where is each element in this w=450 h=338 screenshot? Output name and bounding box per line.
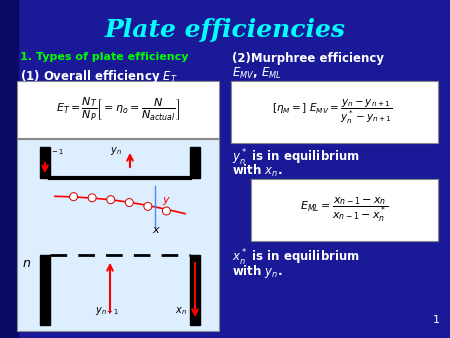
Text: (2)Murphree efficiency: (2)Murphree efficiency [232, 52, 384, 65]
Circle shape [144, 202, 152, 210]
Text: $E_{ML} = \dfrac{x_{n-1} - x_n}{x_{n-1} - x^*_n}$: $E_{ML} = \dfrac{x_{n-1} - x_n}{x_{n-1} … [300, 196, 388, 224]
Text: Plate efficiencies: Plate efficiencies [104, 18, 346, 42]
FancyBboxPatch shape [17, 81, 219, 138]
Text: with $x_n$.: with $x_n$. [232, 163, 283, 179]
Text: $y$: $y$ [162, 195, 171, 207]
Text: $E_{MV}$, $E_{ML}$: $E_{MV}$, $E_{ML}$ [232, 66, 282, 81]
Circle shape [162, 207, 171, 215]
Text: 1. Types of plate efficiency: 1. Types of plate efficiency [20, 52, 189, 62]
Text: $y^*_n$ is in equilibrium: $y^*_n$ is in equilibrium [232, 148, 360, 168]
Circle shape [125, 198, 133, 207]
Bar [40, 255, 50, 325]
Text: $E_T = \dfrac{N_T}{N_P}\left[= \eta_o = \dfrac{N}{N_{actual}}\right]$: $E_T = \dfrac{N_T}{N_P}\left[= \eta_o = … [56, 95, 180, 123]
Text: 1: 1 [433, 315, 440, 325]
FancyBboxPatch shape [17, 139, 219, 331]
Text: $y_{n+1}$: $y_{n+1}$ [95, 305, 119, 317]
Bar [190, 147, 200, 178]
Circle shape [107, 196, 115, 204]
Text: with $y_n$.: with $y_n$. [232, 263, 283, 280]
FancyBboxPatch shape [251, 179, 438, 241]
Text: $x_n$: $x_n$ [175, 305, 187, 317]
Text: $x^*_n$ is in equilibrium: $x^*_n$ is in equilibrium [232, 248, 360, 268]
Circle shape [88, 194, 96, 202]
Circle shape [70, 193, 77, 201]
FancyBboxPatch shape [231, 81, 438, 143]
Text: $y_n$: $y_n$ [110, 145, 122, 157]
Text: $x_{n-1}$: $x_{n-1}$ [40, 145, 64, 157]
Text: $x$: $x$ [152, 225, 161, 235]
Bar [0, 0, 18, 338]
Bar [40, 147, 50, 178]
Bar [190, 255, 200, 325]
Text: $[\eta_M =]\ E_{MV} = \dfrac{y_n - y_{n+1}}{y^*_n - y_{n+1}}$: $[\eta_M =]\ E_{MV} = \dfrac{y_n - y_{n+… [271, 98, 392, 126]
Text: (1) Overall efficiency $E_T$: (1) Overall efficiency $E_T$ [20, 68, 178, 85]
Text: $n$: $n$ [22, 257, 31, 270]
